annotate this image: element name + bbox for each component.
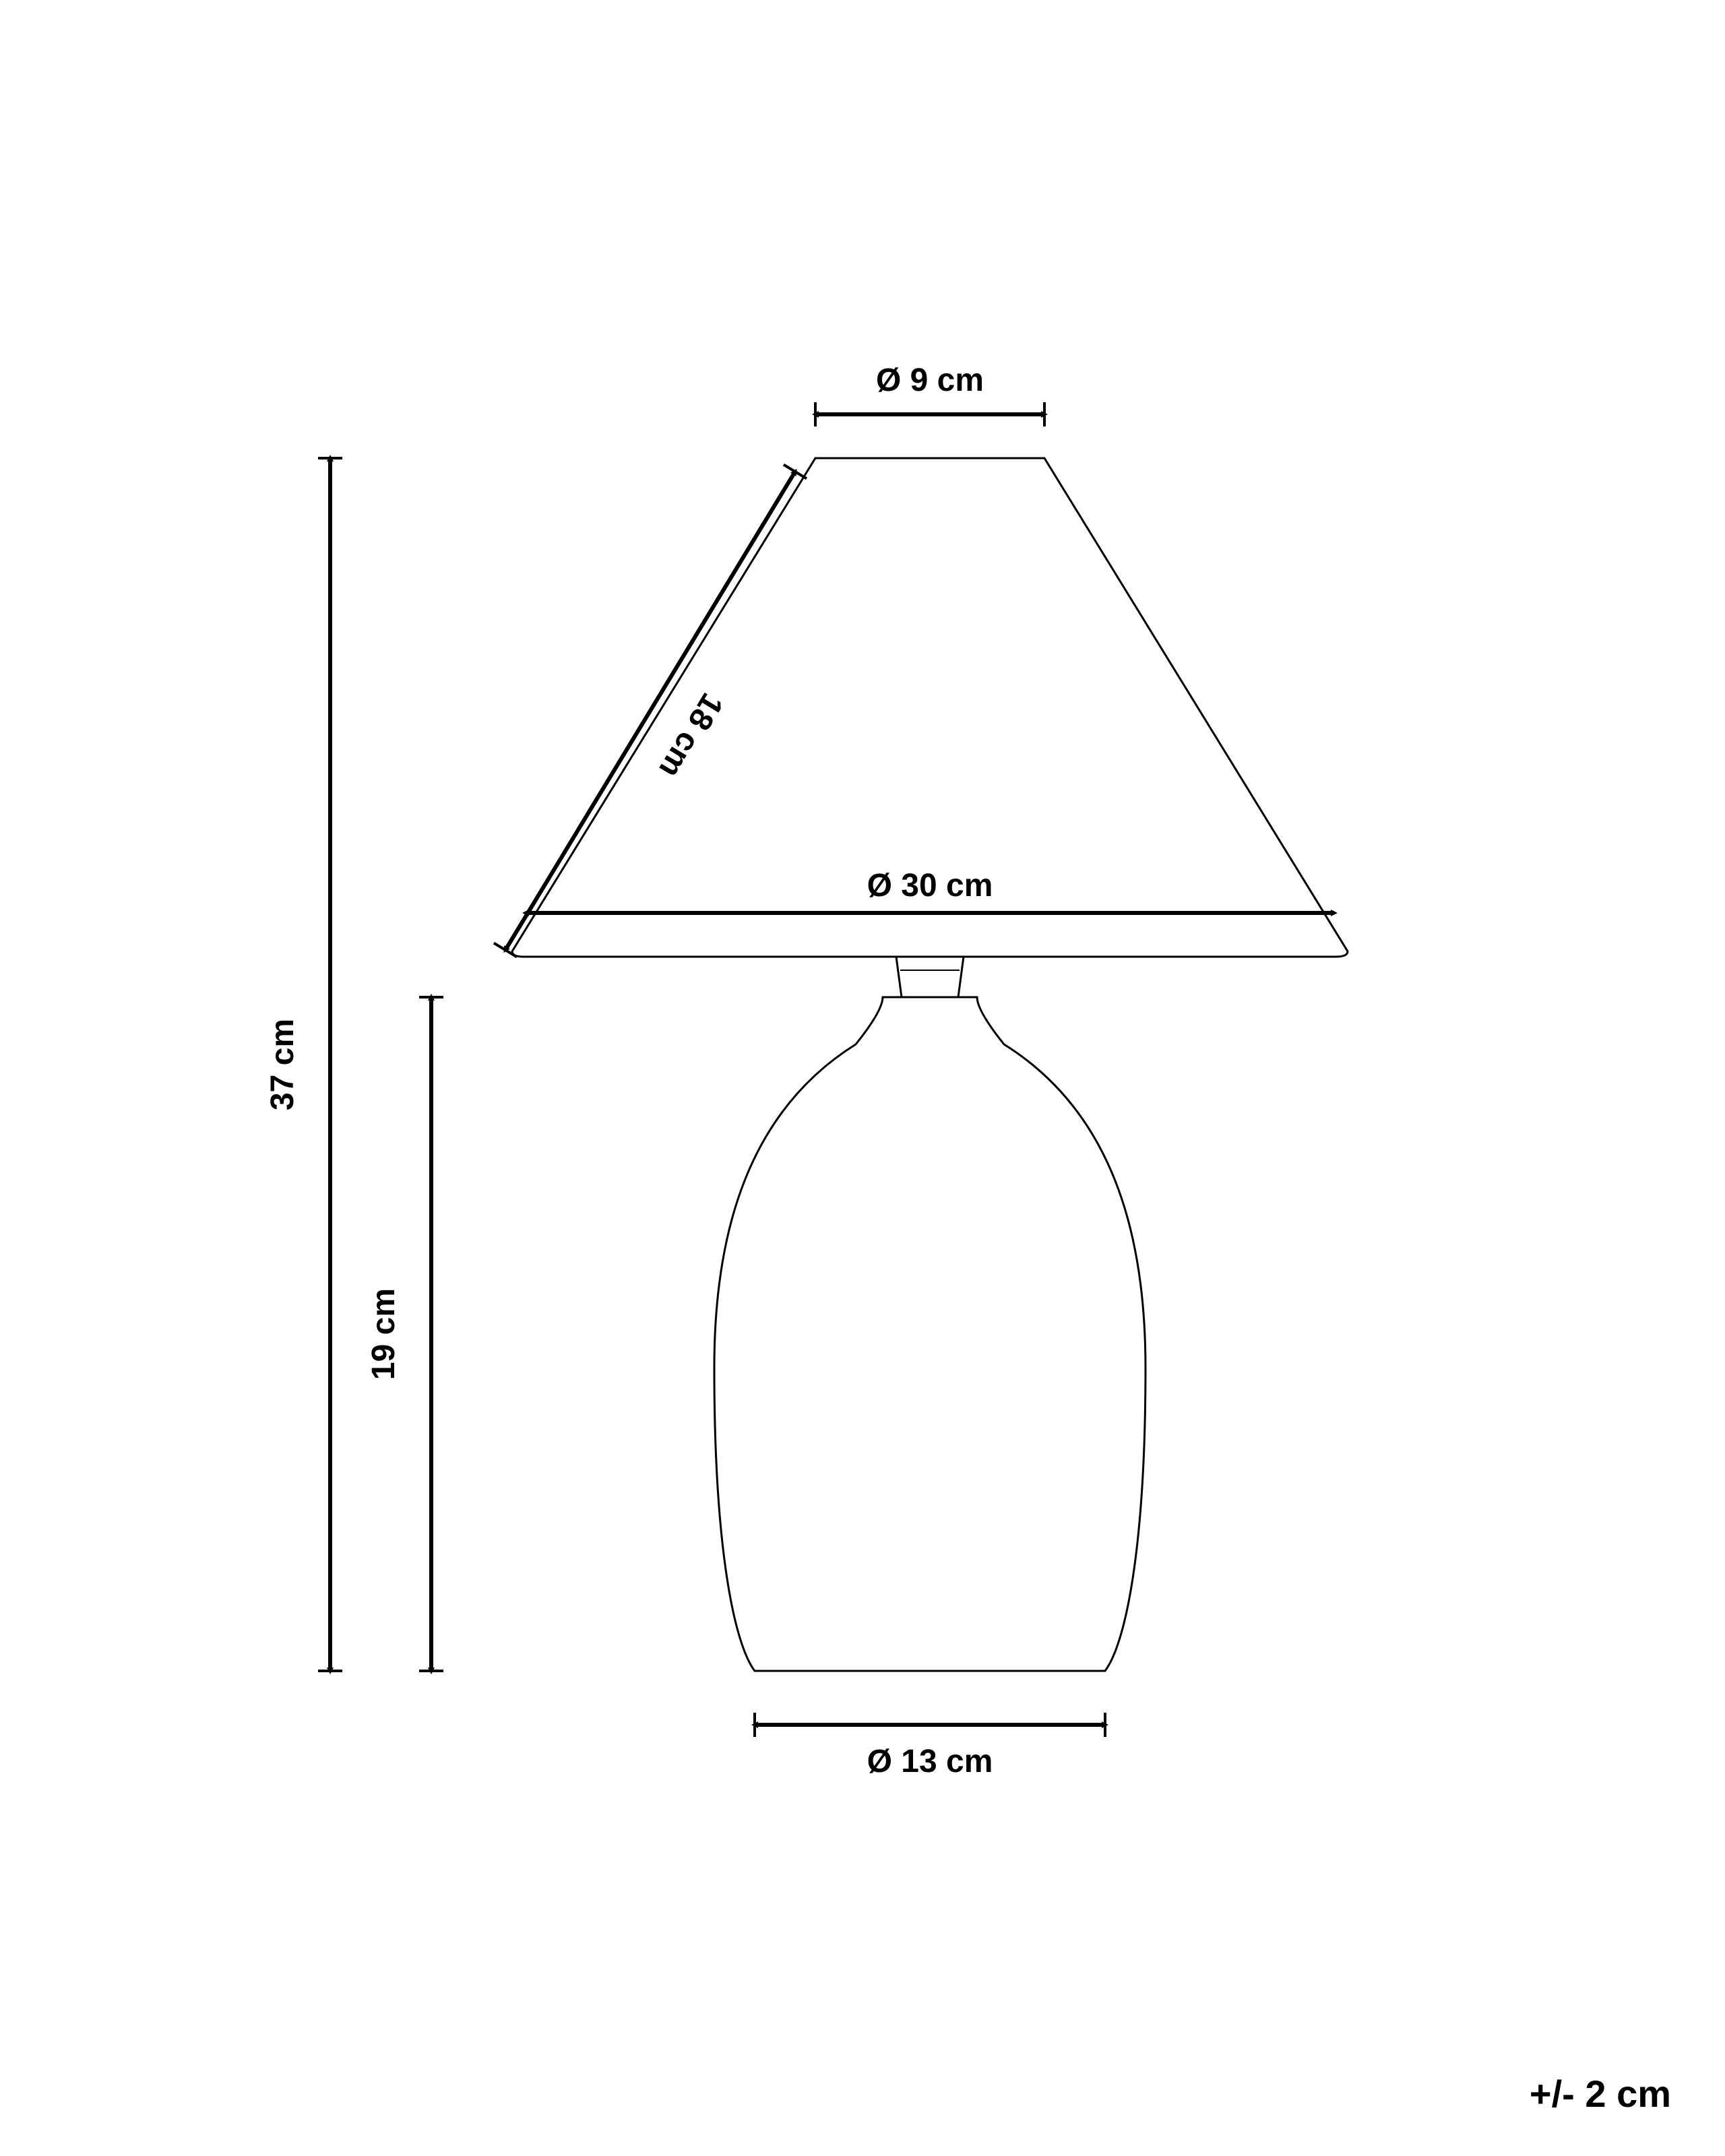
lamp-body [714,997,1146,1671]
dimension-label: Ø 30 cm [867,868,993,903]
dimension-label: 19 cm [366,1288,402,1380]
diagram-svg: 37 cm19 cmØ 9 cmØ 30 cmØ 13 cm18 cm [0,0,1725,2156]
diagram-canvas: 37 cm19 cmØ 9 cmØ 30 cmØ 13 cm18 cm +/- … [0,0,1725,2156]
dimension-label: Ø 9 cm [876,362,984,398]
lamp-neck [896,957,964,997]
dimension-label: 37 cm [265,1019,301,1110]
dimension-label: Ø 13 cm [867,1744,993,1779]
tolerance-label: +/- 2 cm [1530,2072,1671,2116]
